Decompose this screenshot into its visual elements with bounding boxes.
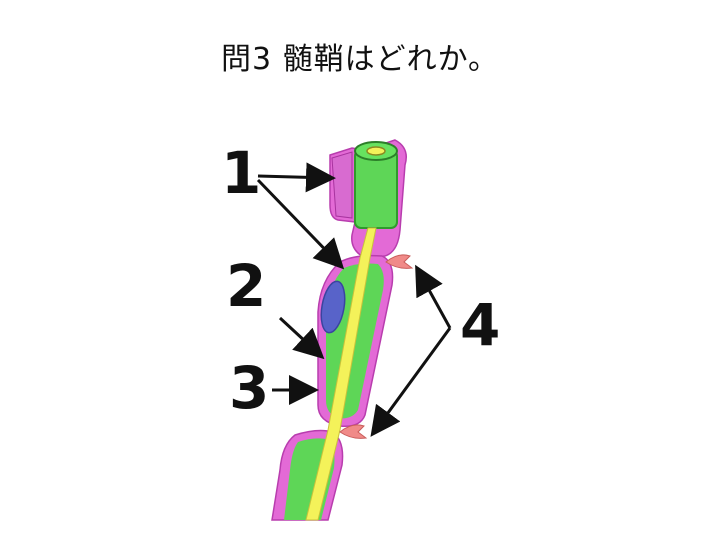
schwann-cell-nucleus [320, 280, 346, 334]
axon [305, 227, 377, 521]
label-2: 2 [226, 252, 266, 320]
label-3: 3 [229, 354, 269, 422]
top-myelin-segment [329, 139, 407, 259]
node-of-ranvier-markers [339, 254, 414, 439]
label-1: 1 [221, 139, 261, 207]
leader-arrows [256, 162, 452, 437]
label-4: 4 [460, 291, 500, 359]
question-title: 問3 髄鞘はどれか。 [220, 42, 500, 77]
